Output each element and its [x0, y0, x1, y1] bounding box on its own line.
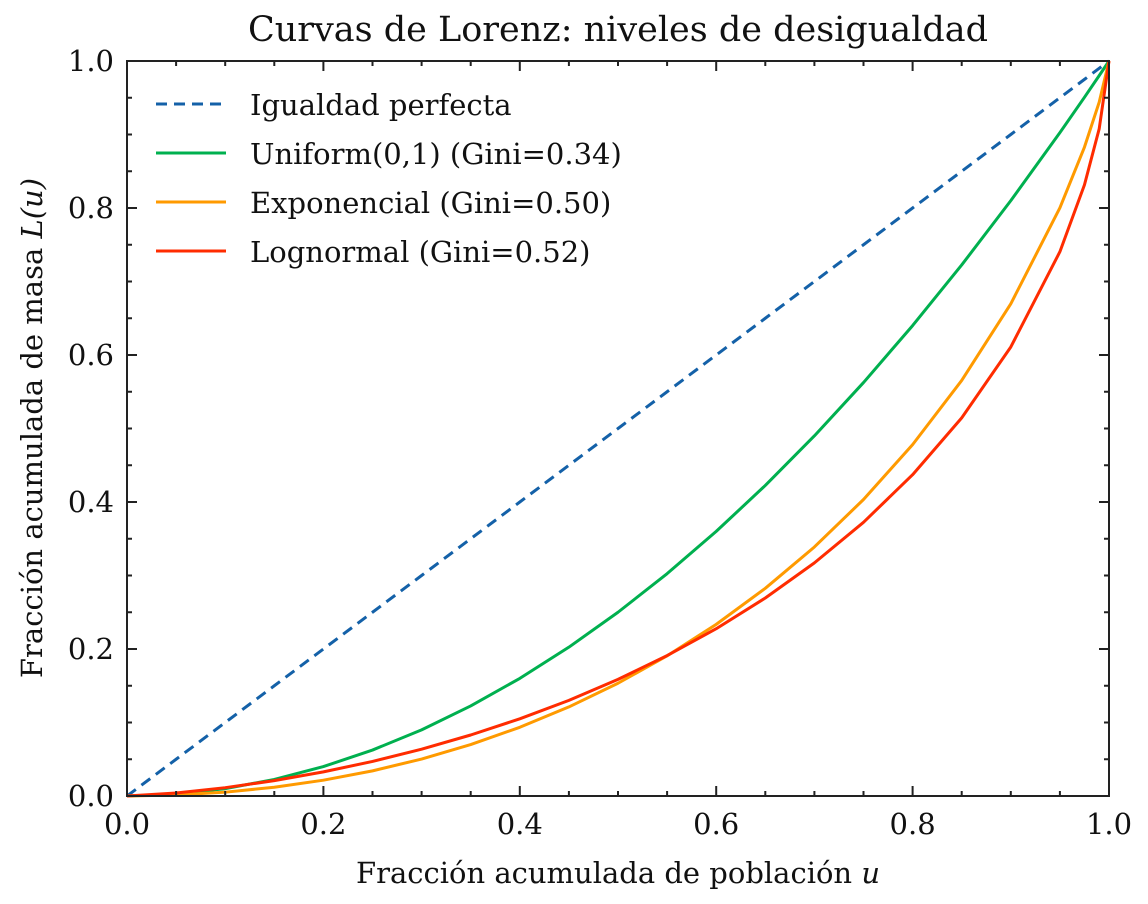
legend-entry: Lognormal (Gini=0.52) [156, 235, 590, 269]
legend-label: Exponencial (Gini=0.50) [250, 186, 611, 220]
y-axis-label-var: L(u) [15, 178, 49, 240]
y-tick-label: 1.0 [68, 44, 114, 78]
x-tick-label: 0.8 [890, 807, 936, 841]
y-tick-label: 0.8 [68, 191, 114, 225]
series-layer [126, 59, 1111, 798]
x-tick-label: 0.0 [104, 807, 150, 841]
y-axis-label: Fracción acumulada de masa L(u) [15, 178, 49, 678]
legend-entry: Igualdad perfecta [156, 88, 512, 122]
y-tick-label: 0.6 [68, 338, 114, 372]
legend-label: Lognormal (Gini=0.52) [250, 235, 590, 269]
y-tick-label: 0.2 [68, 632, 114, 666]
x-axis-label-var: u [861, 856, 880, 890]
x-axis-label: Fracción acumulada de población u [356, 856, 880, 890]
x-axis-label-text: Fracción acumulada de población [356, 856, 852, 890]
legend: Igualdad perfecta Uniform(0,1) (Gini=0.34… [156, 88, 622, 269]
series-line-lognormal [126, 60, 1111, 798]
legend-label: Igualdad perfecta [250, 88, 512, 122]
y-tick-label: 0.4 [68, 485, 114, 519]
legend-entry: Exponencial (Gini=0.50) [156, 186, 611, 220]
y-tick-labels: 0.0 0.2 0.4 0.6 0.8 1.0 [68, 44, 114, 813]
chart-title: Curvas de Lorenz: niveles de desigualdad [248, 10, 988, 50]
x-tick-label: 0.2 [300, 807, 346, 841]
series-line-uniform-0-1 [126, 60, 1111, 798]
ticks-layer [126, 60, 1110, 797]
y-tick-label: 0.0 [68, 779, 114, 813]
x-tick-label: 0.6 [693, 807, 739, 841]
legend-label: Uniform(0,1) (Gini=0.34) [250, 137, 622, 171]
x-tick-labels: 0.0 0.2 0.4 0.6 0.8 1.0 [104, 807, 1132, 841]
x-tick-label: 1.0 [1086, 807, 1132, 841]
x-tick-label: 0.4 [497, 807, 543, 841]
series-line-igualdad-perfecta [126, 59, 1110, 798]
legend-entry: Uniform(0,1) (Gini=0.34) [156, 137, 622, 171]
y-axis-label-text: Fracción acumulada de masa [15, 248, 49, 678]
